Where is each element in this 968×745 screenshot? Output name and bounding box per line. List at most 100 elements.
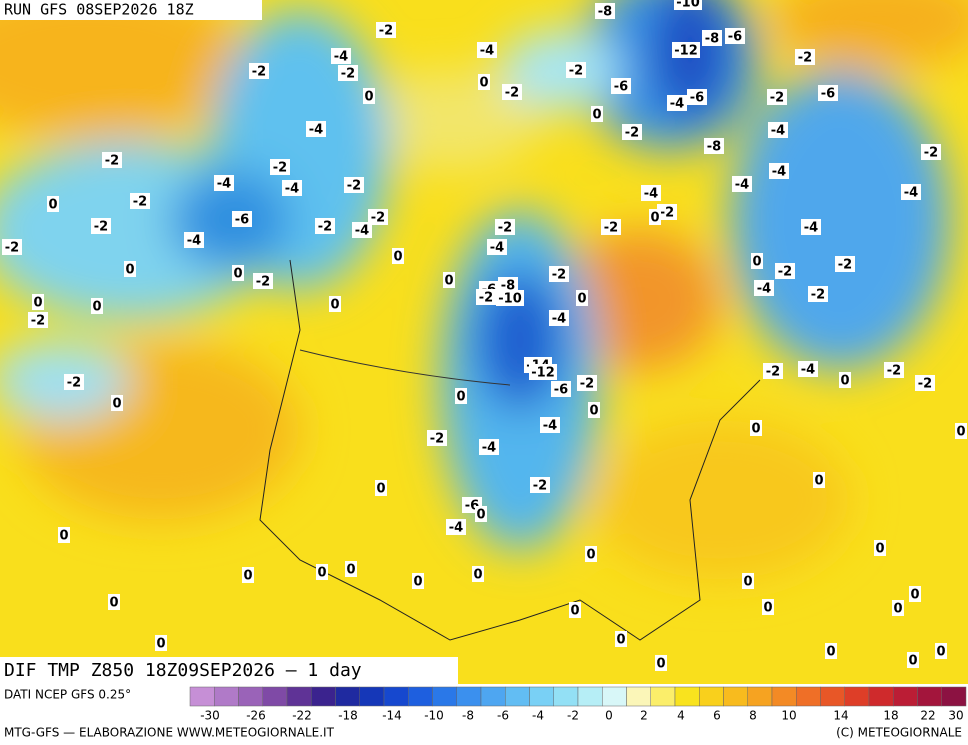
colorbar-swatch: [917, 686, 942, 707]
contour-label-box: [909, 586, 921, 602]
contour-label-box: [91, 218, 111, 234]
contour-label: -2: [133, 195, 147, 210]
colorbar-tick-label: 18: [883, 709, 898, 723]
contour-label: 0: [233, 267, 242, 282]
colorbar-swatch: [189, 686, 215, 707]
colorbar-swatch: [723, 686, 748, 707]
contour-label-box: [795, 49, 815, 65]
contour-label: 0: [346, 563, 355, 578]
title-box: [0, 657, 458, 684]
contour-label: 0: [109, 596, 118, 611]
contour-label-box: [496, 290, 524, 306]
colorbar-tick-label: 22: [920, 709, 935, 723]
contour-label-box: [825, 643, 837, 659]
colorbar-tick-label: -10: [424, 709, 444, 723]
contour-label-box: [249, 63, 269, 79]
contour-label-box: [2, 239, 22, 255]
contour-label: -2: [252, 65, 266, 80]
contour-label: -4: [772, 165, 786, 180]
contour-label: -8: [501, 279, 515, 294]
contour-label: -2: [256, 275, 270, 290]
contour-label: -2: [273, 161, 287, 176]
contour-label-box: [615, 631, 627, 647]
contour-label: 0: [577, 292, 586, 307]
colorbar-swatch: [674, 686, 700, 707]
contour-label: 0: [33, 296, 42, 311]
contour-label-box: [443, 272, 455, 288]
contour-label: -2: [625, 126, 639, 141]
contour-label: 0: [752, 255, 761, 270]
contour-label: -4: [187, 234, 201, 249]
contour-label-box: [477, 42, 497, 58]
colorbar-tick-label: 6: [713, 709, 721, 723]
contour-label: -4: [285, 182, 299, 197]
colorbar-swatch: [505, 686, 530, 707]
contour-label-box: [808, 286, 828, 302]
contour-label: -2: [379, 24, 393, 39]
contour-label: 0: [592, 108, 601, 123]
contour-label-box: [306, 121, 326, 137]
contour-label: -2: [347, 179, 361, 194]
contour-label: -2: [371, 211, 385, 226]
contour-label: 0: [875, 542, 884, 557]
colorbar-swatch: [262, 686, 288, 707]
contour-label: -4: [482, 441, 496, 456]
contour-label-box: [331, 48, 351, 64]
contour-label-box: [282, 180, 302, 196]
colorbar-tick-label: -22: [292, 709, 312, 723]
contour-label-box: [549, 266, 569, 282]
contour-label: 0: [956, 425, 965, 440]
colorbar-swatch: [238, 686, 263, 707]
contour-label-box: [475, 506, 487, 522]
contour-label-box: [476, 289, 496, 305]
contour-label-box: [368, 209, 388, 225]
contour-label: -12: [674, 44, 698, 59]
contour-label: 0: [910, 588, 919, 603]
contour-label-box: [64, 374, 84, 390]
contour-label: -4: [644, 187, 658, 202]
contour-label-box: [687, 89, 707, 105]
contour-label-box: [884, 362, 904, 378]
contour-label-box: [742, 573, 754, 589]
contour-label: -4: [449, 521, 463, 536]
contour-label: -2: [811, 288, 825, 303]
contour-label-box: [611, 78, 631, 94]
colorbar-tick-label: 8: [749, 709, 757, 723]
contour-label-box: [253, 273, 273, 289]
contour-label: 0: [476, 508, 485, 523]
header-box: [0, 0, 262, 20]
contour-label: 0: [473, 568, 482, 583]
contour-label: -2: [798, 51, 812, 66]
contour-label: 0: [763, 601, 772, 616]
colorbar-swatch: [335, 686, 360, 707]
contour-label-box: [649, 209, 661, 225]
contour-label-box: [750, 420, 762, 436]
colorbar-tick-label: 14: [833, 709, 848, 723]
contour-label-box: [921, 144, 941, 160]
contour-label: -4: [735, 178, 749, 193]
colorbar-swatch: [868, 686, 894, 707]
colorbar-swatch: [577, 686, 603, 707]
contour-label-box: [955, 423, 967, 439]
contour-label: 0: [48, 198, 57, 213]
contour-label-box: [487, 239, 507, 255]
contour-label: -10: [676, 0, 700, 11]
contour-label-box: [595, 3, 615, 19]
border-line: [299, 349, 511, 386]
contour-label: 0: [156, 637, 165, 652]
colorbar-swatch: [286, 686, 312, 707]
contour-label-box: [674, 0, 702, 10]
contour-label-box: [529, 364, 557, 380]
contour-label-box: [569, 602, 581, 618]
contour-label-box: [329, 296, 341, 312]
contour-label: -2: [918, 377, 932, 392]
contour-label-box: [102, 152, 122, 168]
contour-label: -2: [505, 86, 519, 101]
contour-label: 0: [743, 575, 752, 590]
contour-label: -8: [705, 32, 719, 47]
contour-label-box: [577, 375, 597, 391]
contour-label-box: [915, 375, 935, 391]
contour-label: -2: [604, 221, 618, 236]
colorbar-swatch: [553, 686, 579, 707]
run-label: RUN GFS 08SEP2026 18Z: [4, 1, 194, 19]
